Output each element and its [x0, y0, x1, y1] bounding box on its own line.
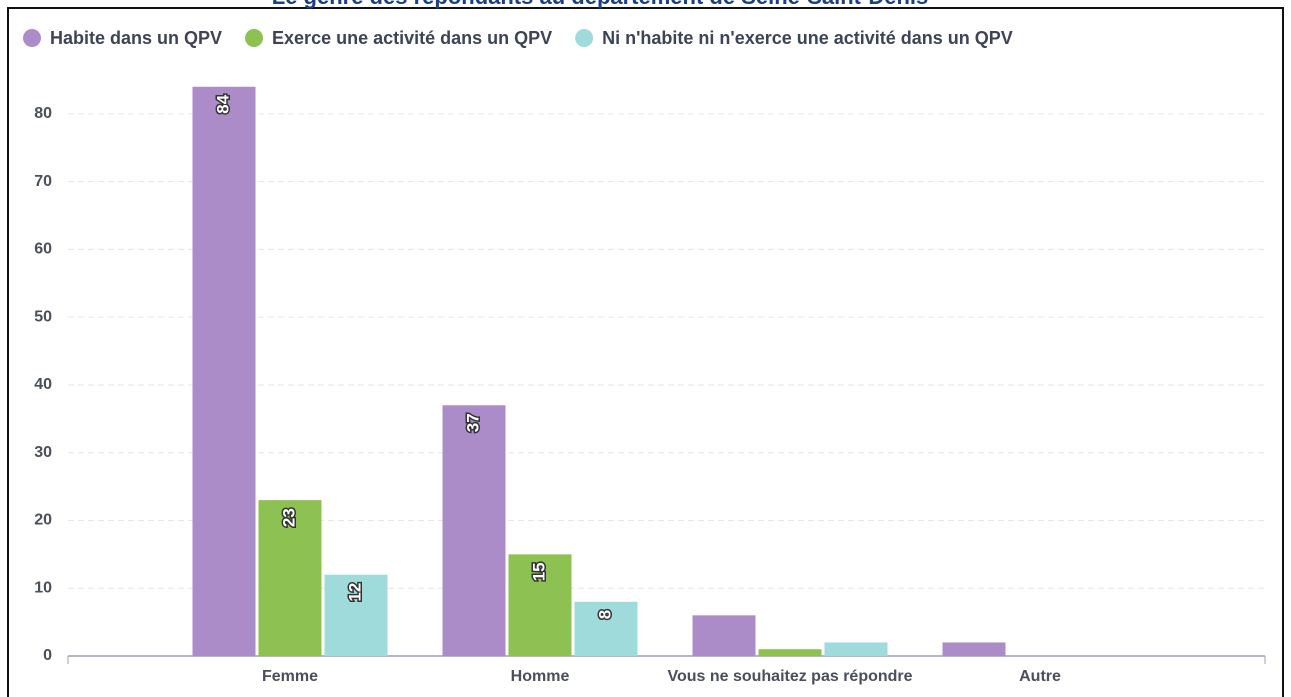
bar [442, 405, 506, 656]
x-tick-label: Femme [262, 668, 318, 685]
y-tick-label: 30 [34, 444, 52, 461]
x-tick-label: Vous ne souhaitez pas répondre [667, 668, 912, 685]
bar [258, 500, 322, 656]
legend-label: Habite dans un QPV [50, 28, 222, 48]
y-tick-label: 80 [34, 105, 52, 122]
bar [574, 601, 638, 656]
data-label: 84 [213, 94, 232, 113]
legend-marker [245, 29, 264, 47]
y-tick-label: 10 [34, 579, 52, 596]
y-tick-label: 20 [34, 512, 52, 529]
frame [7, 7, 1284, 697]
data-label: 15 [529, 562, 548, 581]
y-tick-label: 60 [34, 241, 52, 258]
bar [324, 574, 388, 656]
bar [192, 86, 256, 656]
legend-label: Exerce une activité dans un QPV [272, 28, 552, 48]
y-tick-label: 70 [34, 173, 52, 190]
data-label: 37 [463, 413, 482, 432]
data-label: 8 [595, 610, 614, 619]
bar [508, 554, 572, 656]
legend-marker [575, 29, 594, 47]
legend-label: Ni n'habite ni n'exerce une activité dan… [602, 28, 1013, 48]
bar [692, 615, 756, 656]
bar [824, 642, 888, 656]
y-tick-label: 0 [43, 647, 52, 664]
x-tick-label: Homme [511, 668, 570, 685]
y-tick-label: 50 [34, 308, 52, 325]
bar [942, 642, 1006, 656]
y-tick-label: 40 [34, 376, 52, 393]
data-label: 23 [279, 508, 298, 527]
x-tick-label: Autre [1019, 668, 1061, 685]
legend-marker [23, 29, 41, 47]
bar [758, 649, 822, 656]
data-label: 12 [345, 583, 364, 602]
chart-title: Le genre des répondants au département d… [272, 0, 929, 9]
